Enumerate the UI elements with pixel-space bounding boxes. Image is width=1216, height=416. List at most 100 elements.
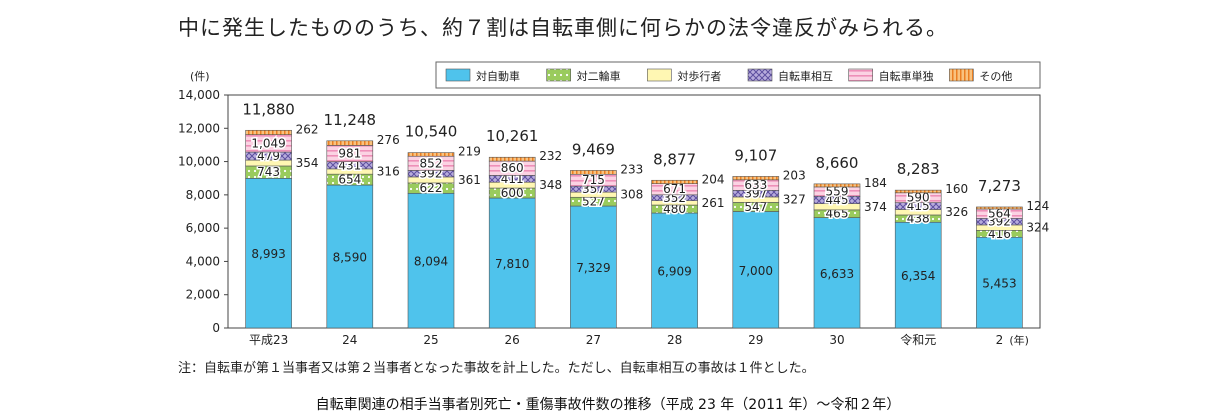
bar-segment	[894, 221, 942, 329]
y-tick-label: 6,000	[186, 221, 220, 235]
data-label: 219	[458, 145, 481, 159]
total-label: 11,248	[324, 111, 377, 129]
data-label: 374	[864, 200, 887, 214]
x-tick-label: 30	[829, 333, 844, 347]
legend-label: 対自動車	[476, 69, 520, 83]
plot-area: 8,9937433544791,04926211,8808,5906543164…	[227, 94, 1049, 329]
y-tick-label: 8,000	[186, 188, 220, 202]
total-label: 10,261	[486, 127, 539, 145]
data-label: 715	[582, 173, 605, 187]
data-label: 160	[945, 182, 968, 196]
legend-swatch	[747, 68, 773, 82]
x-tick-label: 25	[423, 333, 438, 347]
data-label: 564	[988, 207, 1011, 221]
data-label: 316	[377, 165, 400, 179]
legend-swatch	[647, 68, 672, 82]
bar-segment	[326, 184, 374, 329]
bar-segment	[813, 217, 861, 329]
total-label: 11,880	[242, 100, 295, 118]
data-label: 233	[620, 162, 643, 176]
legend-label: 対歩行者	[677, 69, 721, 83]
y-tick-label: 12,000	[178, 121, 220, 135]
total-label: 8,877	[653, 150, 696, 168]
data-label: 547	[744, 200, 767, 214]
bar-segment	[488, 197, 536, 329]
data-label: 124	[1026, 199, 1049, 213]
x-tick-label: 平成23	[249, 333, 288, 347]
headline: 中に発生したもののうち、約７割は自転車側に何らかの法令違反がみられる。	[178, 16, 948, 40]
data-label: 354	[296, 156, 319, 170]
data-label: 852	[420, 156, 443, 170]
data-label: 262	[296, 122, 319, 136]
y-tick-label: 0	[212, 321, 220, 335]
chart-caption: 自転車関連の相手当事者別死亡・重傷事故件数の推移（平成 23 年（2011 年）…	[315, 397, 901, 413]
x-axis: 平成23 24 25 26 27 28 29 30 令和元 2 (年)	[249, 332, 1029, 347]
data-label: 1,049	[251, 136, 285, 150]
data-label: 860	[501, 161, 524, 175]
data-label: 633	[744, 178, 767, 192]
plot-frame	[227, 94, 1041, 329]
data-label: 622	[420, 181, 443, 195]
x-tick-label: 27	[586, 333, 601, 347]
bar-segment	[976, 236, 1023, 329]
data-label: 7,810	[495, 257, 529, 271]
data-label: 308	[620, 188, 643, 202]
y-axis: 0 2,000 4,000 6,000 8,000 10,000 12,000 14,000 (…	[178, 70, 228, 335]
y-tick-label: 4,000	[186, 254, 220, 268]
data-label: 981	[338, 147, 361, 161]
bar-segment	[651, 179, 698, 184]
data-label: 326	[945, 205, 968, 219]
data-label: 348	[539, 178, 562, 192]
total-label: 8,283	[897, 160, 940, 178]
data-label: 261	[702, 196, 725, 210]
data-label: 5,453	[982, 277, 1016, 291]
total-label: 9,469	[572, 140, 615, 158]
bar-segment	[976, 206, 1023, 210]
legend-label: 自転車相互	[778, 69, 833, 83]
data-label: 6,354	[901, 269, 935, 283]
bar-segment	[732, 176, 780, 181]
x-tick-label: 2	[996, 333, 1004, 347]
legend-label: 自転車単独	[879, 69, 934, 83]
y-tick-label: 2,000	[186, 288, 220, 302]
data-label: 6,909	[657, 265, 691, 279]
bar-segment	[326, 140, 374, 146]
data-label: 559	[826, 185, 849, 199]
data-label: 743	[257, 165, 280, 179]
data-label: 324	[1026, 221, 1049, 235]
data-label: 203	[783, 168, 806, 182]
legend-label: その他	[979, 70, 1012, 83]
data-label: 8,590	[333, 251, 367, 265]
chart-note: 注：自転車が第１当事者又は第２当事者となった事故を計上した。ただし、自転車相互の…	[178, 361, 815, 376]
x-unit-label: (年)	[1009, 333, 1029, 347]
bar-segment	[245, 129, 292, 135]
bar-segment	[813, 183, 861, 188]
bar-segment	[407, 152, 455, 157]
y-tick-label: 10,000	[178, 155, 220, 169]
data-label: 204	[702, 172, 725, 186]
data-label: 590	[907, 191, 930, 205]
legend-swatch	[546, 68, 571, 82]
y-unit-label: (件)	[190, 70, 210, 83]
data-label: 361	[458, 173, 481, 187]
x-tick-label: 24	[342, 333, 357, 347]
legend-label: 対二輪車	[577, 69, 621, 83]
data-label: 671	[663, 182, 686, 196]
bar-segment	[245, 178, 292, 329]
legend: 対自動車 対二輪車 対歩行者 自転車相互 自転車単独 その他	[435, 61, 1041, 89]
data-label: 327	[783, 193, 806, 207]
bar-segment	[570, 170, 617, 175]
data-label: 8,094	[414, 255, 448, 269]
x-tick-label: 28	[667, 333, 682, 347]
x-tick-label: 29	[748, 333, 763, 347]
total-label: 10,540	[405, 123, 458, 141]
data-label: 6,633	[820, 267, 854, 281]
data-label: 600	[501, 186, 524, 200]
total-label: 9,107	[734, 146, 777, 164]
legend-swatch	[848, 68, 873, 82]
data-label: 7,000	[739, 264, 773, 278]
bar-segment	[488, 156, 536, 162]
y-tick-label: 14,000	[178, 88, 220, 102]
data-label: 184	[864, 176, 887, 190]
